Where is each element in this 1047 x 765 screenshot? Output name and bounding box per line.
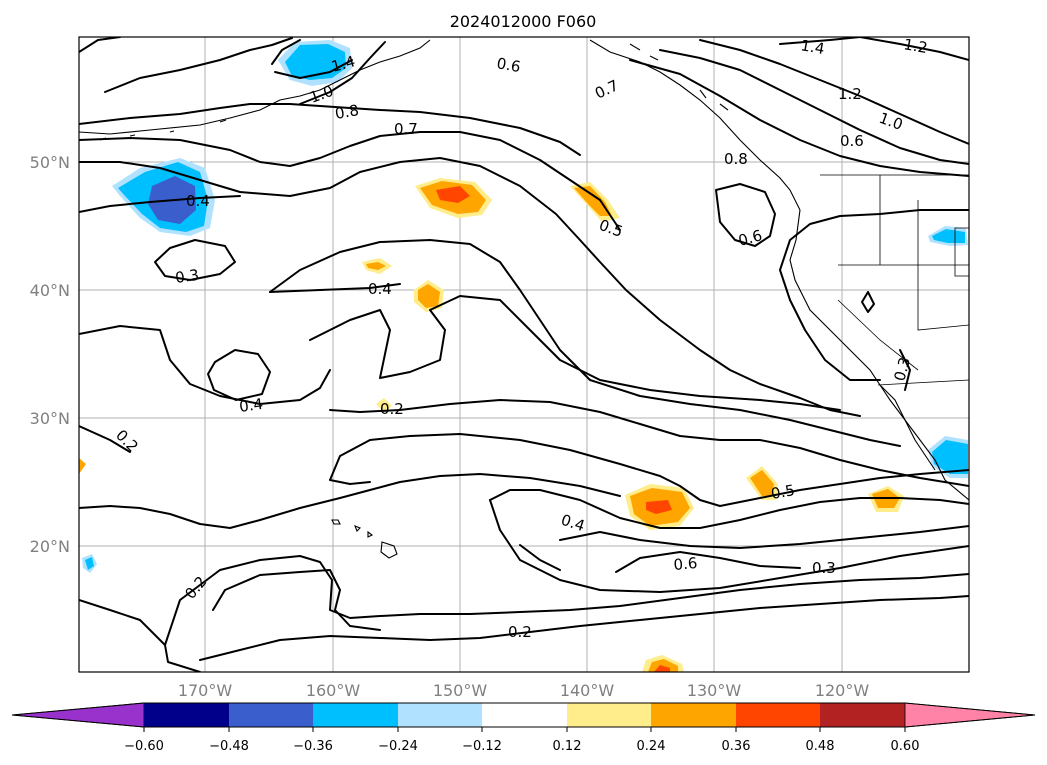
contour-label: 0.5 <box>770 481 797 503</box>
contour-label: 1.4 <box>799 36 826 58</box>
contour-label: 0.4 <box>368 280 392 298</box>
contour-label: 0.3 <box>812 559 836 577</box>
longitude-labels: 170°W 160°W 150°W 140°W 130°W 120°W <box>178 681 870 700</box>
contour-label: 0.4 <box>238 395 264 416</box>
colorbar-bin <box>820 703 905 727</box>
colorbar-tick-label: 0.24 <box>637 739 666 754</box>
contour-label: 0.4 <box>186 192 210 210</box>
contour-label: 0.6 <box>495 54 522 76</box>
colorbar-tick-label: 0.48 <box>806 739 835 754</box>
latitude-labels: 50°N 40°N 30°N 20°N <box>30 153 70 556</box>
filled-anomalies <box>79 40 968 672</box>
colorbar-bin <box>229 703 313 727</box>
contour-label: 0.2 <box>181 573 210 603</box>
contour-label: 0.8 <box>724 150 748 168</box>
contours <box>79 37 969 672</box>
lon-label: 130°W <box>687 681 742 700</box>
contour-label: 0.3 <box>890 355 914 383</box>
colorbar-bin <box>651 703 736 727</box>
contour-label: 1.0 <box>877 109 906 134</box>
map-title: 2024012000 F060 <box>450 12 597 31</box>
colorbar: −0.60 −0.48 −0.36 −0.24 −0.12 0.12 0.24 … <box>11 702 1036 754</box>
colorbar-tick-label: 0.36 <box>722 739 751 754</box>
contour-label: 0.5 <box>597 216 626 241</box>
contour-label: 0.6 <box>840 132 864 150</box>
contour-label: 0.6 <box>673 554 698 574</box>
contour-label: 0.2 <box>508 623 532 641</box>
colorbar-bin <box>567 703 651 727</box>
contour-label: 1.2 <box>838 85 862 103</box>
lon-label: 120°W <box>815 681 870 700</box>
contour-label: 0.8 <box>334 101 361 123</box>
colorbar-tick-label: −0.48 <box>209 739 249 754</box>
colorbar-tick-label: 0.60 <box>891 739 920 754</box>
contour-label: 0.6 <box>736 226 764 250</box>
gridlines <box>79 37 969 672</box>
colorbar-tick-label: 0.12 <box>553 739 582 754</box>
colorbar-tick-label: −0.12 <box>462 739 502 754</box>
lat-label: 50°N <box>30 153 70 172</box>
borders <box>820 174 969 386</box>
contour-label: 0.7 <box>592 76 621 102</box>
lat-label: 40°N <box>30 281 70 300</box>
colorbar-bin <box>313 703 398 727</box>
contour-label: 0.3 <box>174 266 200 287</box>
contour-labels: 1.4 1.2 0.6 0.7 1.2 1.0 1.4 1.0 0.8 0.7 … <box>112 35 929 641</box>
lon-label: 170°W <box>178 681 233 700</box>
colorbar-bin <box>736 703 820 727</box>
contour-label: 0.7 <box>394 120 418 138</box>
map-frame <box>78 36 970 673</box>
lat-label: 30°N <box>30 409 70 428</box>
lon-label: 160°W <box>306 681 361 700</box>
contour-label: 1.4 <box>329 52 357 76</box>
contour-label: 1.2 <box>902 35 929 57</box>
lon-label: 140°W <box>560 681 615 700</box>
contour-label: 0.2 <box>380 400 404 418</box>
colorbar-extend-low <box>11 702 145 728</box>
colorbar-extend-high <box>904 702 1036 728</box>
contour-label: 0.4 <box>559 511 587 535</box>
colorbar-tick-label: −0.24 <box>378 739 418 754</box>
colorbar-bin <box>398 703 482 727</box>
contour-label: 0.2 <box>112 426 142 456</box>
colorbar-bin <box>144 703 229 727</box>
lat-label: 20°N <box>30 537 70 556</box>
colorbar-tick-label: −0.60 <box>124 739 164 754</box>
colorbar-bin <box>482 703 567 727</box>
colorbar-tick-label: −0.36 <box>293 739 333 754</box>
lon-label: 150°W <box>433 681 488 700</box>
